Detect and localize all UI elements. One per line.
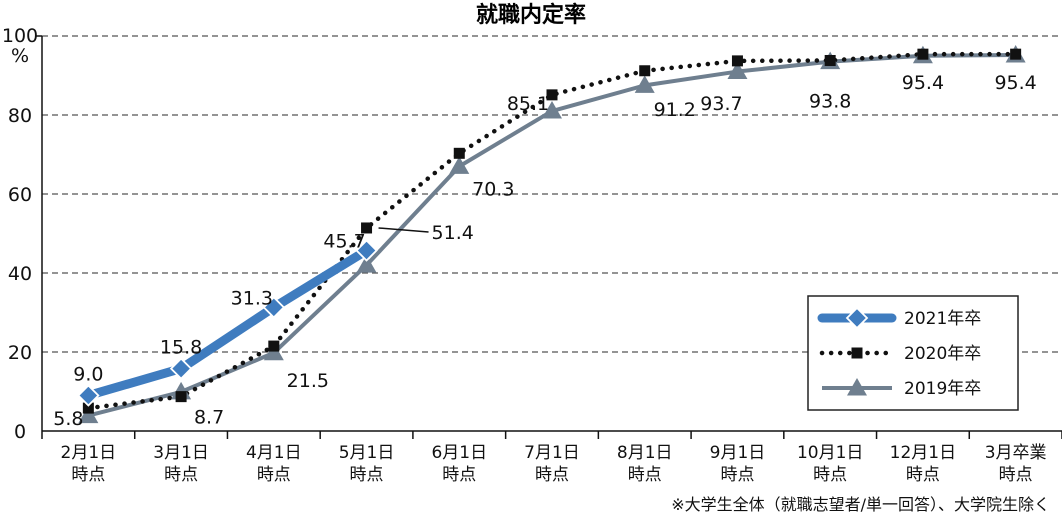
y-axis-unit: %	[11, 45, 29, 67]
data-label: 31.3	[231, 287, 273, 309]
series-2020-point	[268, 340, 280, 352]
data-label: 15.8	[160, 337, 202, 359]
series-2020-line	[86, 51, 1018, 411]
series-2019-legend-marker	[847, 378, 867, 396]
series-2020-point	[1010, 48, 1022, 60]
y-tick-label: 20	[8, 342, 32, 364]
chart-title: 就職内定率	[476, 2, 586, 28]
series-2020-point	[639, 65, 651, 77]
series-2020-point	[731, 55, 743, 67]
series-2020-point	[824, 54, 836, 66]
data-label: 93.7	[700, 93, 742, 115]
axes	[36, 35, 1062, 439]
series-2020-legend-marker	[851, 347, 863, 359]
series-2019-point	[727, 61, 748, 80]
series-2019-point	[78, 405, 99, 424]
x-tick-label: 5月1日時点	[339, 443, 395, 485]
data-label: 95.4	[902, 72, 944, 94]
data-label: 21.5	[287, 370, 329, 392]
y-tick-label: 0	[14, 421, 26, 443]
data-label: 5.8	[53, 408, 83, 430]
series-2021-legend-label: 2021年卒	[904, 309, 981, 329]
data-label: 91.2	[654, 99, 696, 121]
x-tick-label: 3月1日時点	[153, 443, 209, 485]
data-label: 8.7	[194, 407, 224, 429]
x-tick-label: 12月1日時点	[890, 443, 956, 485]
x-tick-label: 8月1日時点	[617, 443, 673, 485]
x-tick-label: 6月1日時点	[431, 443, 487, 485]
data-label: 51.4	[432, 222, 474, 244]
series-2021-point	[355, 239, 378, 262]
series-2019-legend-label: 2019年卒	[904, 379, 981, 399]
series-2020-point	[917, 48, 929, 60]
data-label: 70.3	[472, 178, 514, 200]
series-2020-point	[361, 222, 373, 234]
series-2020-point	[175, 391, 187, 403]
series-2019-point	[356, 255, 377, 273]
data-label: 85.1	[507, 93, 549, 115]
footnote: ※大学生全体（就職志望者/単一回答）、大学院生除く	[671, 495, 1050, 514]
y-tick-label: 100	[2, 25, 38, 47]
x-tick-label: 9月1日時点	[710, 443, 766, 485]
data-labels: 9.0 15.8 31.3 45.7 5.8 8.7 21.5 51.4 70.3 85.1 91.…	[53, 72, 1037, 430]
data-label-leader	[378, 227, 429, 233]
x-tick-label: 2月1日時点	[61, 443, 117, 485]
series-2021-line	[87, 246, 369, 400]
data-label: 45.7	[323, 230, 365, 252]
y-tick-label: 60	[8, 184, 32, 206]
series-2019-point	[542, 101, 562, 119]
x-tick-label: 3月卒業時点	[985, 443, 1047, 485]
data-label: 95.4	[994, 72, 1036, 94]
series-2021-point	[262, 296, 286, 319]
series-2020-point	[82, 402, 94, 414]
series-2020-point	[546, 89, 558, 101]
x-tick-label: 7月1日時点	[524, 443, 580, 485]
x-tick-label: 10月1日時点	[797, 443, 863, 485]
series-2021-point	[77, 384, 100, 407]
data-label: 93.8	[809, 90, 851, 112]
series-2019-point	[449, 156, 470, 174]
legend: 2021年卒 2020年卒 2019年卒	[807, 295, 1019, 411]
x-tick-label: 4月1日時点	[246, 443, 302, 485]
y-tick-labels: 0 20 40 60 80 100	[2, 25, 38, 443]
series-markers	[77, 44, 1026, 424]
y-tick-label: 80	[8, 105, 32, 127]
x-tick-labels: 2月1日時点 3月1日時点 4月1日時点 5月1日時点 6月1日時点 7月1日時点 8月1日…	[61, 443, 1047, 485]
series-2020-point	[453, 147, 465, 159]
series-2020-legend-label: 2020年卒	[904, 344, 981, 364]
series-2021-legend-marker	[845, 306, 869, 330]
data-label: 9.0	[73, 363, 103, 385]
series-2019-point	[634, 75, 655, 93]
series-2021-point	[169, 357, 193, 380]
y-tick-label: 40	[8, 263, 32, 285]
